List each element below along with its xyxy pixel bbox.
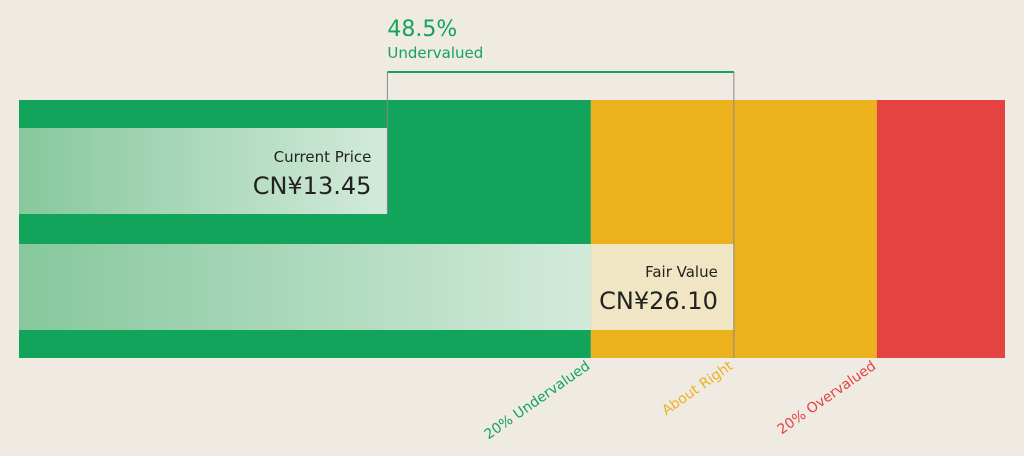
difference-percent: 48.5% [387, 17, 457, 42]
current-price-value: CN¥13.45 [253, 172, 372, 200]
current-price-label: Current Price [274, 148, 372, 166]
current-price-bar [19, 128, 388, 214]
fair-value-bar-overlay [590, 244, 734, 330]
fair-value-label: Fair Value [645, 263, 718, 281]
zone-label-overvalued: 20% Overvalued [775, 358, 880, 438]
zone-label-about-right: About Right [659, 358, 736, 419]
difference-status: Undervalued [387, 44, 483, 62]
fair-value-bar [19, 244, 591, 330]
fair-value-value: CN¥26.10 [599, 287, 718, 315]
zone-label-undervalued: 20% Undervalued [482, 358, 594, 443]
zone-overvalued [876, 100, 1005, 358]
